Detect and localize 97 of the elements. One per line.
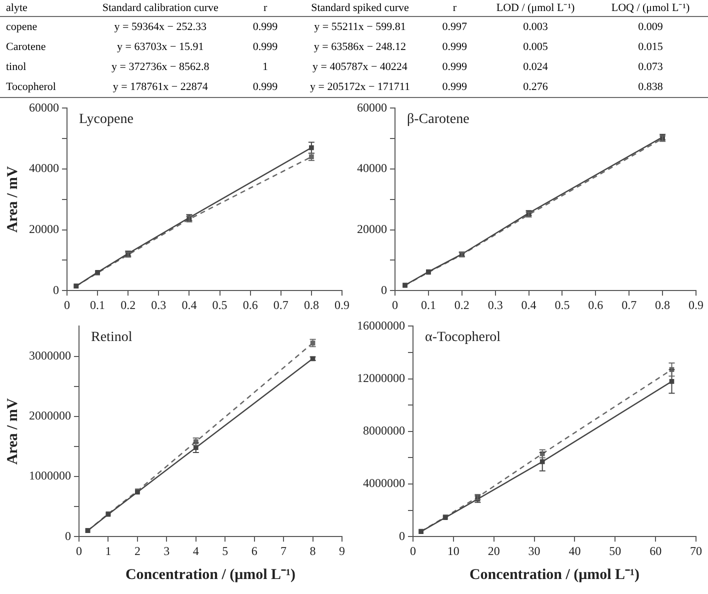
y-tick-label: 0	[381, 282, 387, 297]
x-tick-label: 0.7	[622, 298, 637, 312]
chart-title: α-Tocopherol	[425, 330, 501, 345]
y-tick-label: 20000	[29, 222, 59, 236]
x-tick-label: 0.8	[304, 298, 319, 312]
text: 0.005	[523, 41, 548, 53]
x-tick-label: 10	[447, 544, 460, 558]
x-tick-label: 0.8	[655, 298, 670, 312]
text: y = 178761x − 22874	[112, 81, 208, 93]
y-tick-label: 0	[53, 282, 59, 297]
category-label: Standard spiked curve	[310, 1, 410, 16]
text: Tocopherol	[6, 81, 56, 93]
text: y = 405787x − 40224	[312, 61, 408, 73]
y-tick-label: 40000	[357, 161, 387, 176]
x-tick-label: 5	[222, 544, 228, 558]
x-tick-label: 0.9	[334, 298, 350, 312]
text: 0.999	[252, 81, 278, 93]
x-tick-label: 9	[339, 544, 345, 558]
chart-title: β-Carotene	[407, 112, 470, 127]
x-axis-title: Concentration / (μmol L⁻¹)	[469, 566, 640, 583]
x-tick-label: 0.6	[242, 298, 258, 312]
x-axis-title: Concentration / (μmol L⁻¹)	[125, 566, 296, 583]
text: 0.276	[523, 81, 548, 93]
text: 0.999	[442, 81, 468, 93]
text: 0.999	[442, 41, 468, 53]
text: 0.015	[638, 41, 663, 53]
x-tick-label: 30	[528, 544, 540, 558]
y-axis-title: Area / mV	[4, 166, 21, 233]
text: 0.997	[442, 21, 468, 33]
text: y = 55211x − 599.81	[314, 21, 406, 33]
category-label: Standard calibration curve	[101, 1, 220, 16]
text: y = 63586x − 248.12	[314, 41, 406, 53]
text: 1	[262, 61, 268, 73]
x-tick-label: 0	[410, 544, 416, 558]
chart-title: Lycopene	[79, 112, 134, 127]
x-tick-label: 0.7	[273, 298, 288, 312]
text: y = 205172x − 171711	[310, 81, 410, 93]
category-label: LOD / (μmol L⁻¹)	[495, 1, 576, 16]
text: y = 372736x − 8562.8	[112, 61, 210, 73]
x-tick-label: 0.2	[120, 298, 136, 312]
y-tick-label: 60000	[29, 100, 59, 114]
x-tick-label: 3	[164, 544, 170, 558]
y-tick-label: 4000000	[363, 476, 405, 490]
x-tick-label: 0.6	[588, 298, 604, 312]
category-label: alyte	[5, 1, 28, 16]
y-tick-label: 2000000	[29, 408, 71, 423]
text: tinol	[6, 61, 26, 73]
category-label: r	[262, 1, 268, 16]
text: 0.999	[252, 21, 278, 33]
x-tick-label: 0.3	[151, 298, 166, 312]
x-tick-label: 0	[76, 544, 82, 558]
x-tick-label: 40	[568, 544, 581, 558]
y-tick-label: 60000	[357, 100, 387, 114]
chart-title: Retinol	[91, 330, 132, 345]
text: 0.009	[638, 21, 663, 33]
y-tick-label: 8000000	[363, 424, 405, 438]
text: Carotene	[6, 41, 46, 53]
x-tick-label: 0.1	[90, 298, 106, 312]
x-tick-label: 8	[310, 544, 316, 558]
text: 0.024	[523, 61, 548, 73]
text: copene	[6, 21, 38, 33]
x-tick-label: 70	[690, 544, 702, 558]
x-tick-label: 0.1	[420, 298, 436, 312]
x-tick-label: 0.4	[521, 298, 536, 312]
x-tick-label: 0.4	[182, 298, 197, 312]
text: y = 63703x − 15.91	[117, 41, 204, 53]
y-axis-title: Area / mV	[4, 398, 21, 465]
x-tick-label: 2	[134, 544, 140, 558]
text: y = 59364x − 252.33	[114, 21, 206, 33]
text: 0.003	[523, 21, 548, 33]
y-tick-label: 12000000	[357, 370, 405, 385]
y-tick-label: 16000000	[357, 318, 405, 332]
x-tick-label: 0.3	[488, 298, 503, 312]
y-tick-label: 0	[399, 528, 405, 543]
y-tick-label: 0	[65, 528, 71, 543]
text: 0.073	[638, 61, 663, 73]
category-label: LOQ / (μmol L⁻¹)	[610, 1, 691, 16]
x-tick-label: 7	[280, 544, 287, 558]
y-tick-label: 40000	[29, 161, 59, 176]
x-tick-label: 20	[488, 544, 500, 558]
x-tick-label: 0.5	[554, 298, 570, 312]
y-tick-label: 20000	[357, 222, 387, 236]
x-tick-label: 0.2	[454, 298, 470, 312]
text: 0.838	[638, 81, 663, 93]
y-tick-label: 3000000	[29, 348, 71, 362]
text: 0.999	[252, 41, 278, 53]
point	[540, 459, 545, 464]
x-tick-label: 0.9	[688, 298, 704, 312]
x-tick-label: 4	[192, 544, 199, 558]
category-label: r	[452, 1, 458, 16]
x-tick-label: 1	[105, 544, 112, 558]
x-tick-label: 60	[650, 544, 662, 558]
x-tick-label: 0.5	[212, 298, 228, 312]
text: 0.999	[442, 61, 468, 73]
x-tick-label: 6	[251, 544, 258, 558]
y-tick-label: 1000000	[29, 468, 71, 483]
x-tick-label: 50	[609, 544, 622, 558]
